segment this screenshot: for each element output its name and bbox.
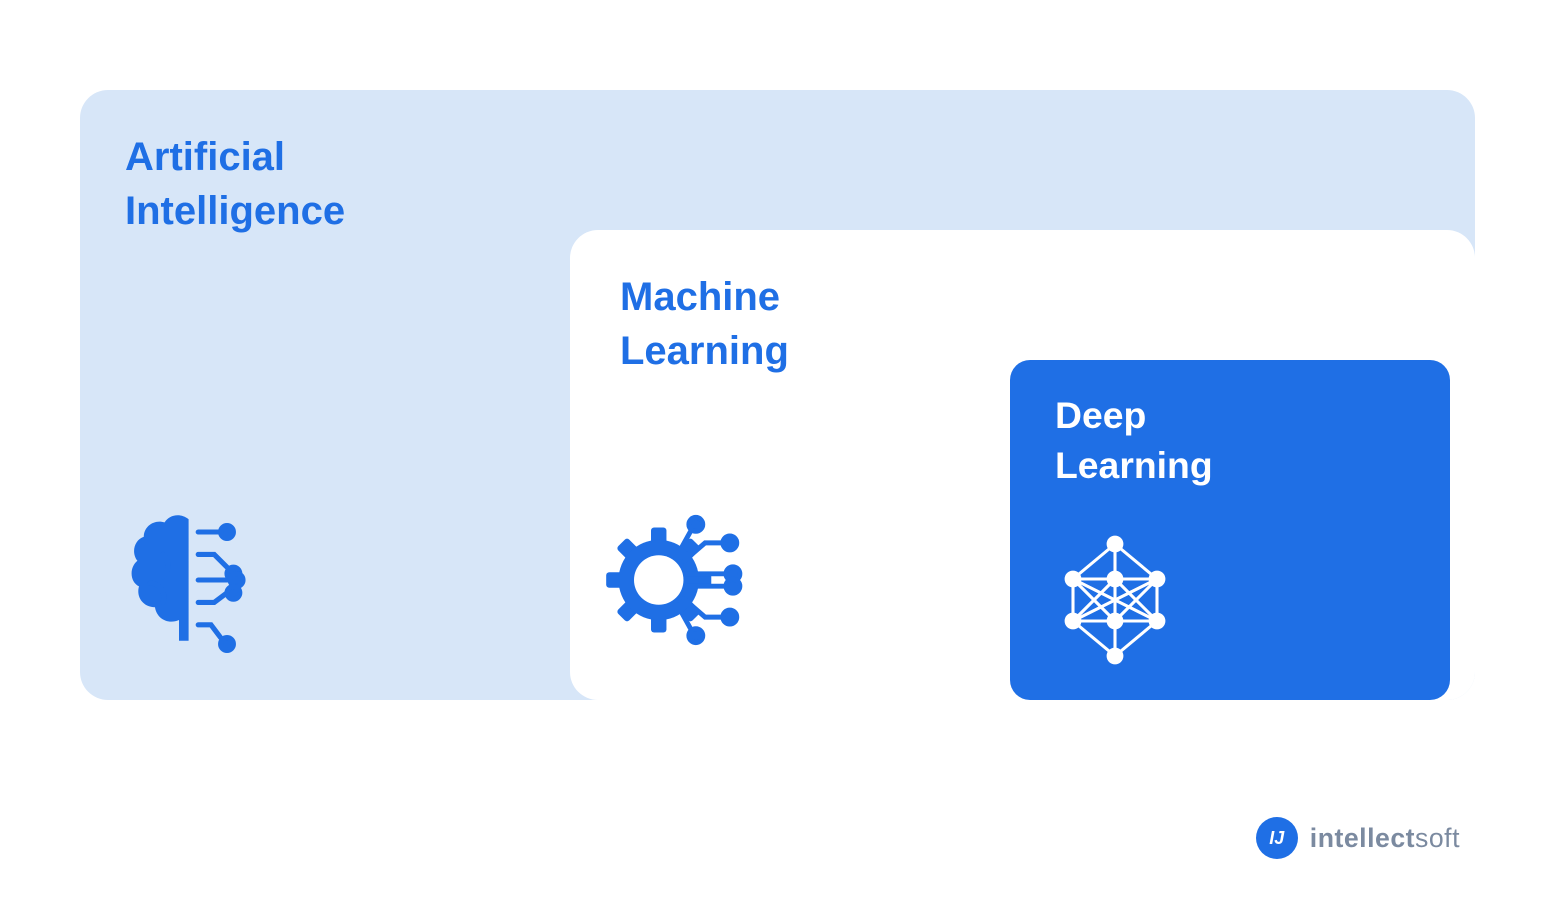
brand-name-light: soft bbox=[1415, 823, 1460, 853]
label-ml: Machine Learning bbox=[620, 270, 789, 378]
brand-mark-icon: IJ bbox=[1256, 817, 1298, 859]
neural-network-icon bbox=[1040, 530, 1190, 670]
brand-mark-glyph: IJ bbox=[1269, 828, 1284, 849]
brand-name: intellectsoft bbox=[1310, 823, 1460, 854]
label-ai: Artificial Intelligence bbox=[125, 130, 345, 238]
label-dl: Deep Learning bbox=[1055, 390, 1213, 491]
brand-logo: IJ intellectsoft bbox=[1256, 817, 1460, 859]
brand-name-bold: intellect bbox=[1310, 823, 1415, 853]
nested-diagram: Artificial Intelligence Machine Learning bbox=[80, 90, 1475, 700]
brain-circuit-icon bbox=[115, 500, 275, 660]
gear-circuit-icon bbox=[600, 500, 770, 660]
